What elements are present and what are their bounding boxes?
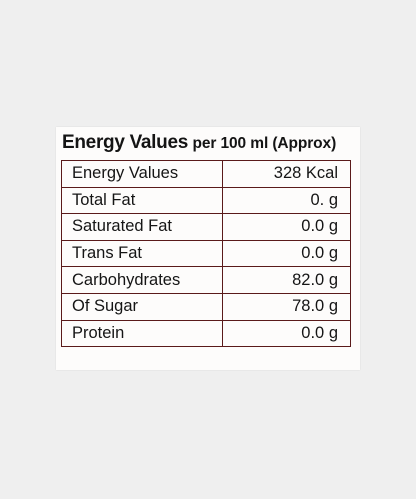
table-row: Total Fat 0. g [61, 186, 351, 215]
nutrient-value: 0.0 g [222, 213, 351, 241]
label-title-sub: per 100 ml (Approx) [192, 135, 337, 152]
table-row: Of Sugar 78.0 g [61, 292, 351, 321]
nutrient-value: 0. g [222, 186, 351, 215]
nutrition-table: Energy Values 328 Kcal Total Fat 0. g Sa… [61, 160, 351, 348]
table-row: Saturated Fat 0.0 g [61, 213, 351, 241]
nutrient-value: 0.0 g [222, 319, 351, 348]
nutrition-label: Energy Values per 100 ml (Approx) Energy… [56, 127, 360, 370]
nutrient-name: Energy Values [61, 160, 223, 188]
nutrient-name: Saturated Fat [61, 213, 223, 241]
table-row: Carbohydrates 82.0 g [61, 266, 351, 294]
nutrient-value: 78.0 g [222, 292, 351, 321]
table-row: Protein 0.0 g [61, 319, 351, 348]
nutrient-value: 328 Kcal [222, 160, 351, 188]
nutrient-name: Protein [61, 319, 223, 348]
nutrient-value: 82.0 g [222, 266, 351, 294]
nutrient-name: Trans Fat [61, 239, 223, 268]
nutrient-name: Carbohydrates [61, 266, 223, 294]
nutrient-value: 0.0 g [222, 239, 351, 268]
label-title-main: Energy Values [62, 132, 189, 153]
label-title: Energy Values per 100 ml (Approx) [62, 131, 336, 156]
nutrient-name: Of Sugar [61, 292, 223, 321]
nutrient-name: Total Fat [61, 186, 223, 215]
table-row: Energy Values 328 Kcal [61, 160, 351, 188]
table-row: Trans Fat 0.0 g [61, 239, 351, 268]
